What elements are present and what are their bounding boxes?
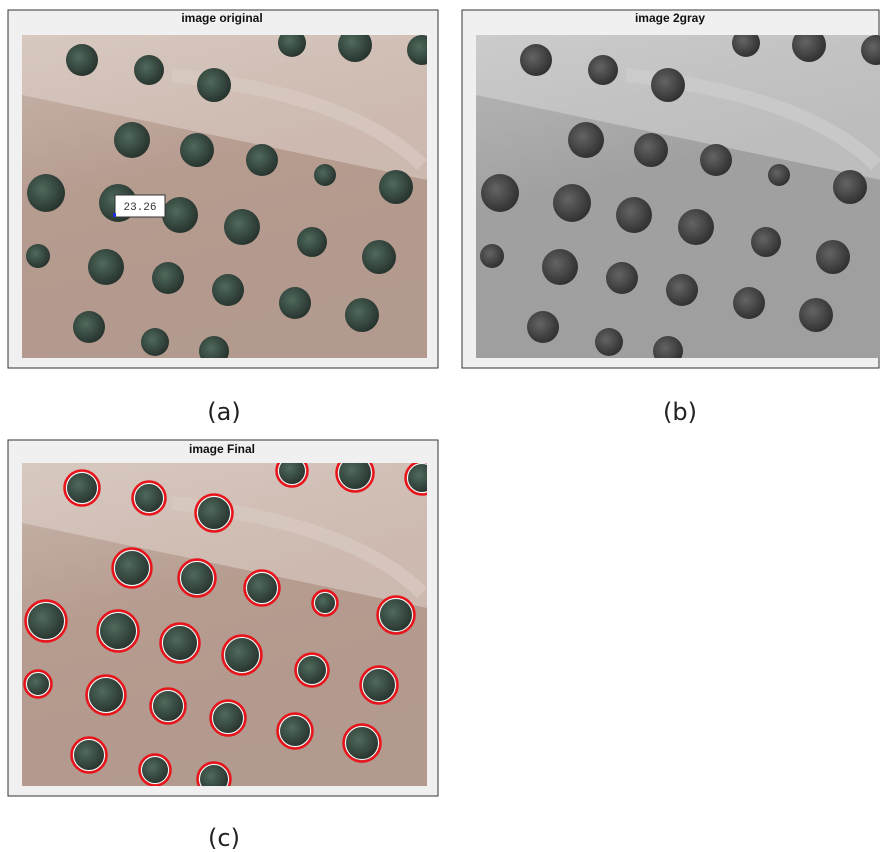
panel-a: image original 23.26 (8, 10, 438, 368)
image (476, 28, 880, 366)
image (22, 28, 437, 366)
panel-label: (a) (207, 398, 240, 426)
panel-title: image 2gray (635, 11, 705, 25)
panel-c: image Final (8, 440, 439, 796)
panel-label: (c) (208, 824, 240, 852)
image (22, 455, 439, 796)
figure: image original 23.26 (a) image 2gray (b)… (0, 0, 880, 852)
panel-b: image 2gray (462, 10, 880, 368)
panel-title: image original (181, 11, 262, 25)
panel-title: image Final (189, 442, 255, 456)
panel-label: (b) (663, 398, 697, 426)
annotation-point (113, 213, 116, 217)
annotation: 23.26 (123, 202, 156, 214)
